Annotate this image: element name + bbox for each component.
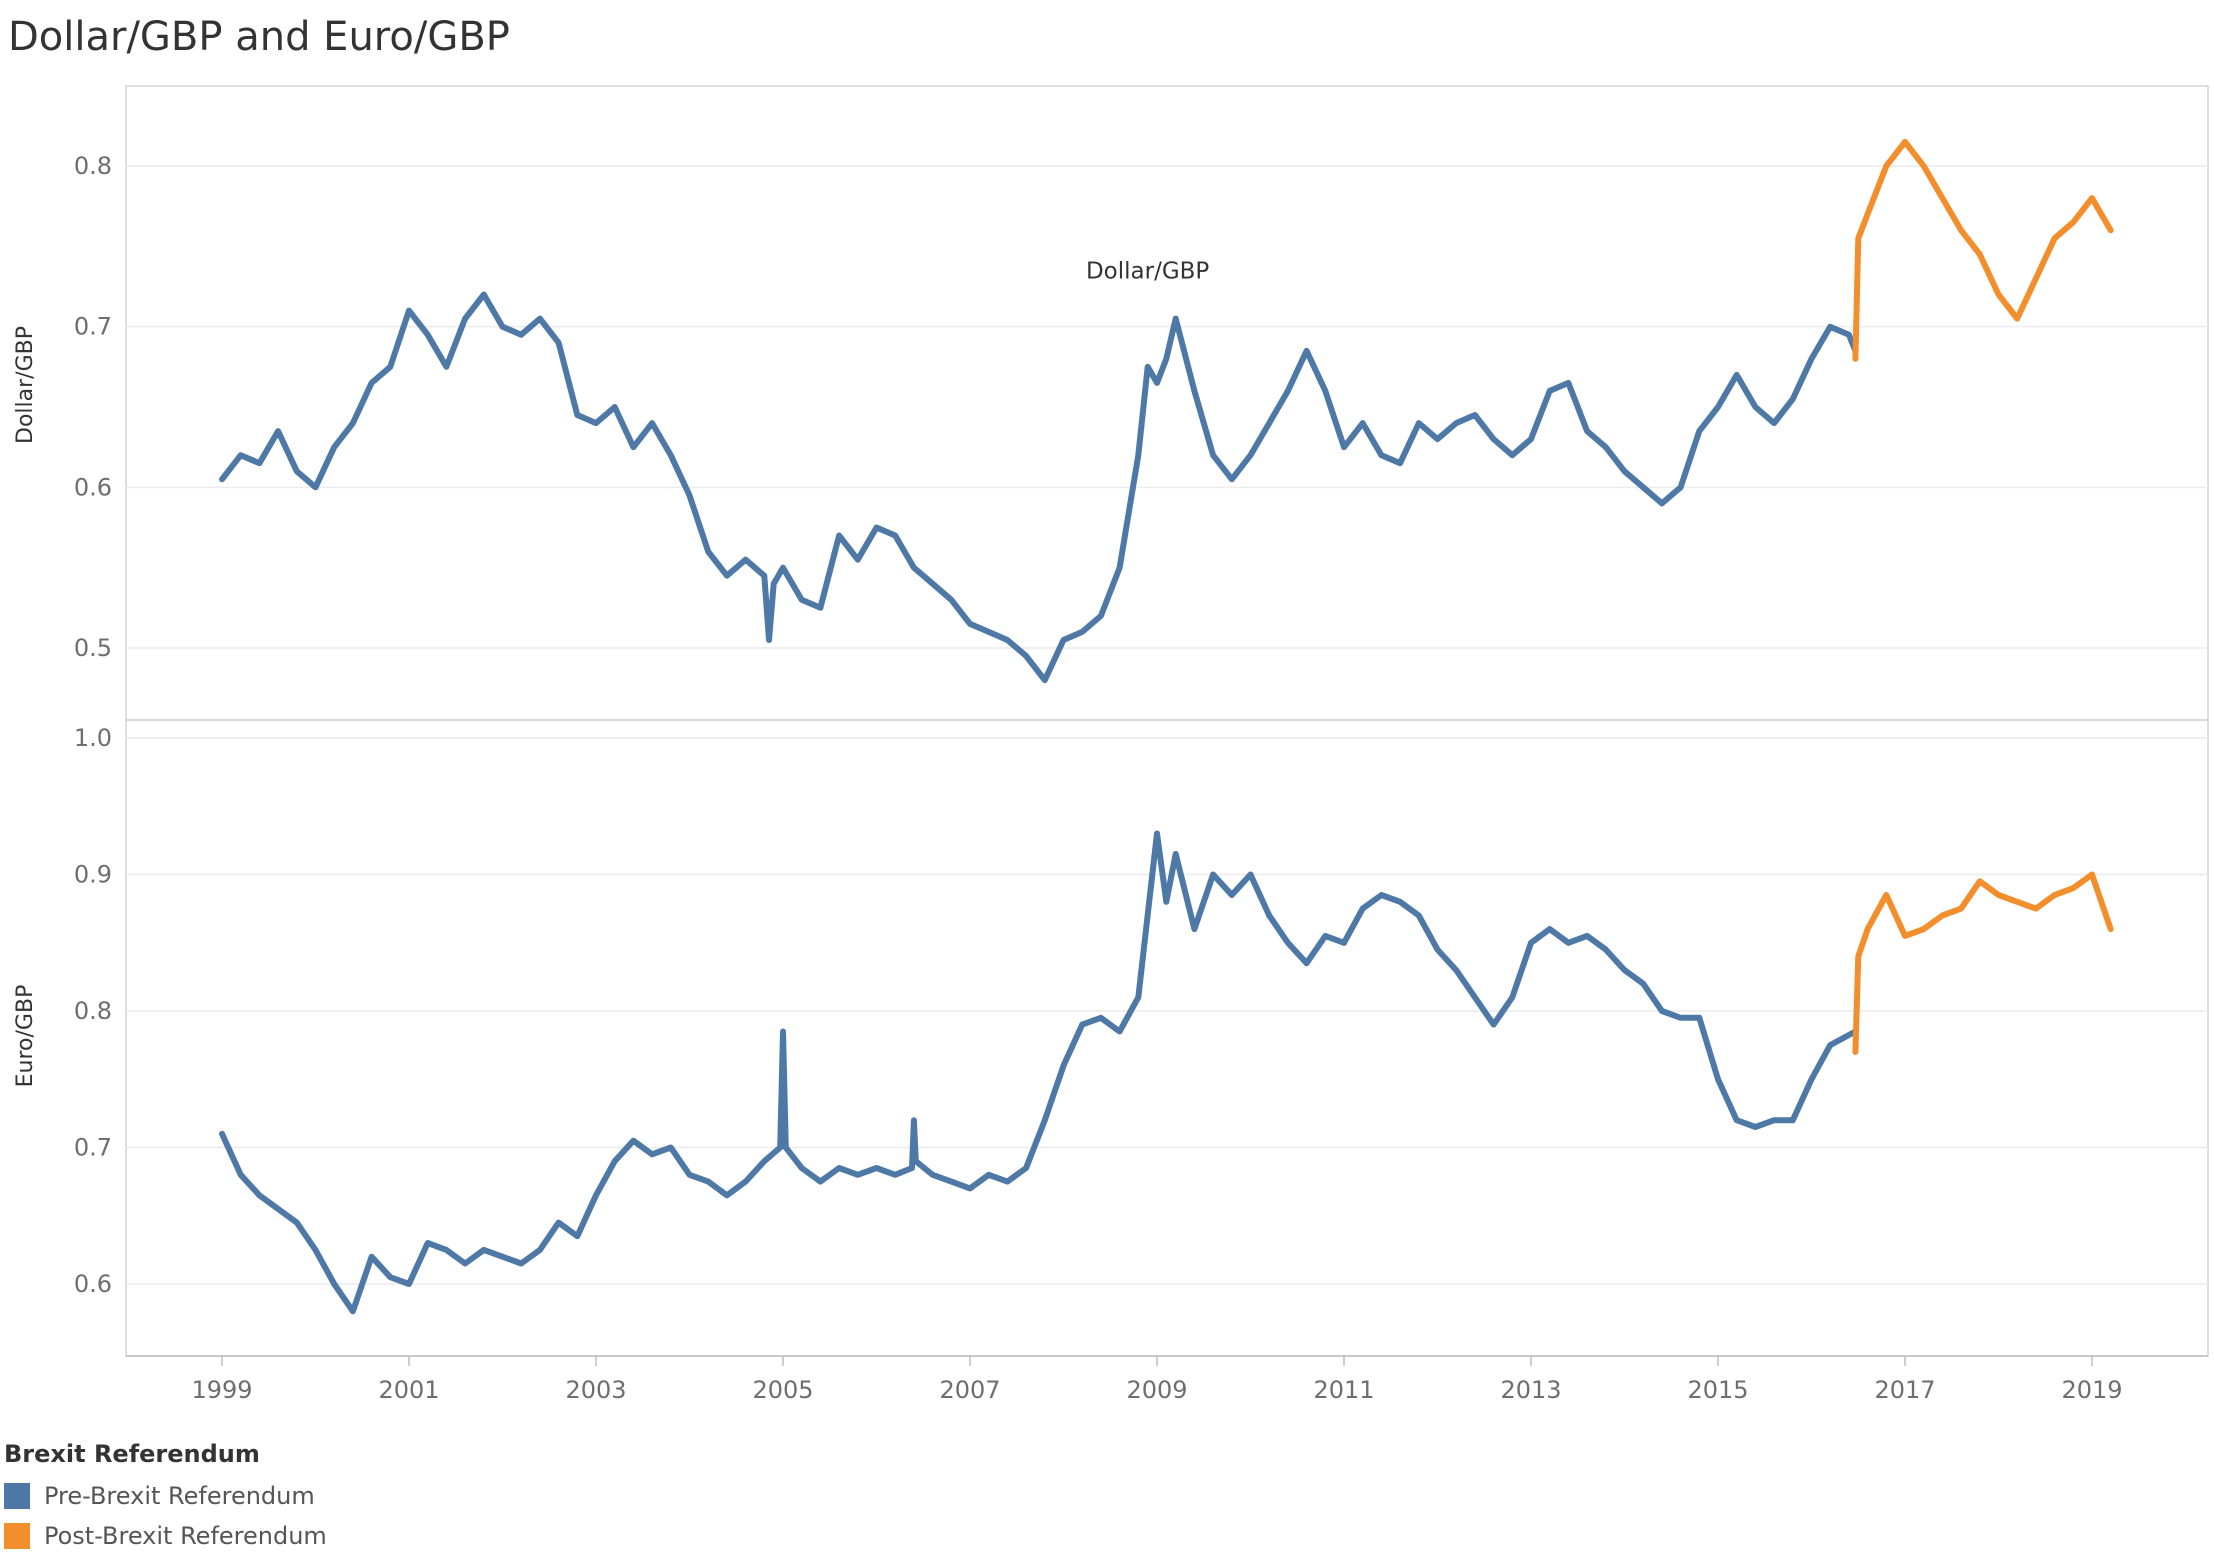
- legend-item-post[interactable]: Post-Brexit Referendum: [4, 1516, 327, 1556]
- x-tick-label: 2013: [1500, 1376, 1561, 1404]
- series-line-pre-1: [219, 291, 1859, 684]
- y-tick-label: 0.7: [74, 313, 112, 341]
- y-axis-title-1: Dollar/GBP: [13, 326, 38, 444]
- legend-label-pre: Pre-Brexit Referendum: [44, 1482, 315, 1510]
- x-tick-label: 2005: [752, 1376, 813, 1404]
- x-tick-label: 2003: [565, 1376, 626, 1404]
- annotation-label: Dollar/GBP: [1086, 258, 1209, 284]
- x-tick-label: 2015: [1687, 1376, 1748, 1404]
- x-tick-label: 2019: [2061, 1376, 2122, 1404]
- x-tick-label: 1999: [191, 1376, 252, 1404]
- y-tick-label: 0.8: [74, 997, 112, 1025]
- legend-item-pre[interactable]: Pre-Brexit Referendum: [4, 1476, 327, 1516]
- series-line-pre-2: [219, 830, 1859, 1315]
- legend-swatch-post: [4, 1523, 30, 1549]
- series-line-post-1: [1852, 138, 2114, 362]
- gridlines: [126, 165, 2208, 1285]
- y-tick-label: 0.6: [74, 473, 112, 501]
- series-layer: [219, 138, 2114, 1315]
- page-title: Dollar/GBP and Euro/GBP: [8, 14, 510, 60]
- labels-layer: 0.5 0.6 0.7 0.8 Dollar/GBP Dollar/GBP 0.6 0.7 0.…: [13, 152, 2123, 1404]
- panel-frame-1: [125, 85, 2209, 721]
- legend-swatch-pre: [4, 1483, 30, 1509]
- legend-label-post: Post-Brexit Referendum: [44, 1522, 327, 1550]
- y-tick-label: 0.6: [74, 1270, 112, 1298]
- y-tick-label: 1.0: [74, 724, 112, 752]
- x-tick-label: 2011: [1313, 1376, 1374, 1404]
- legend-title: Brexit Referendum: [4, 1440, 260, 1468]
- x-tick-label: 2009: [1126, 1376, 1187, 1404]
- x-tick-label: 2001: [378, 1376, 439, 1404]
- x-tick-label: 2017: [1874, 1376, 1935, 1404]
- y-tick-label: 0.5: [74, 634, 112, 662]
- chart-frames: [125, 85, 2209, 1366]
- y-tick-label: 0.7: [74, 1134, 112, 1162]
- panel-frame-2: [125, 719, 2209, 1357]
- legend: Brexit Referendum Pre-Brexit Referendum …: [4, 1440, 327, 1556]
- series-line-post-2: [1852, 871, 2114, 1055]
- x-tick-label: 2007: [939, 1376, 1000, 1404]
- y-tick-label: 0.9: [74, 861, 112, 889]
- y-tick-label: 0.8: [74, 152, 112, 180]
- y-axis-title-2: Euro/GBP: [13, 985, 38, 1088]
